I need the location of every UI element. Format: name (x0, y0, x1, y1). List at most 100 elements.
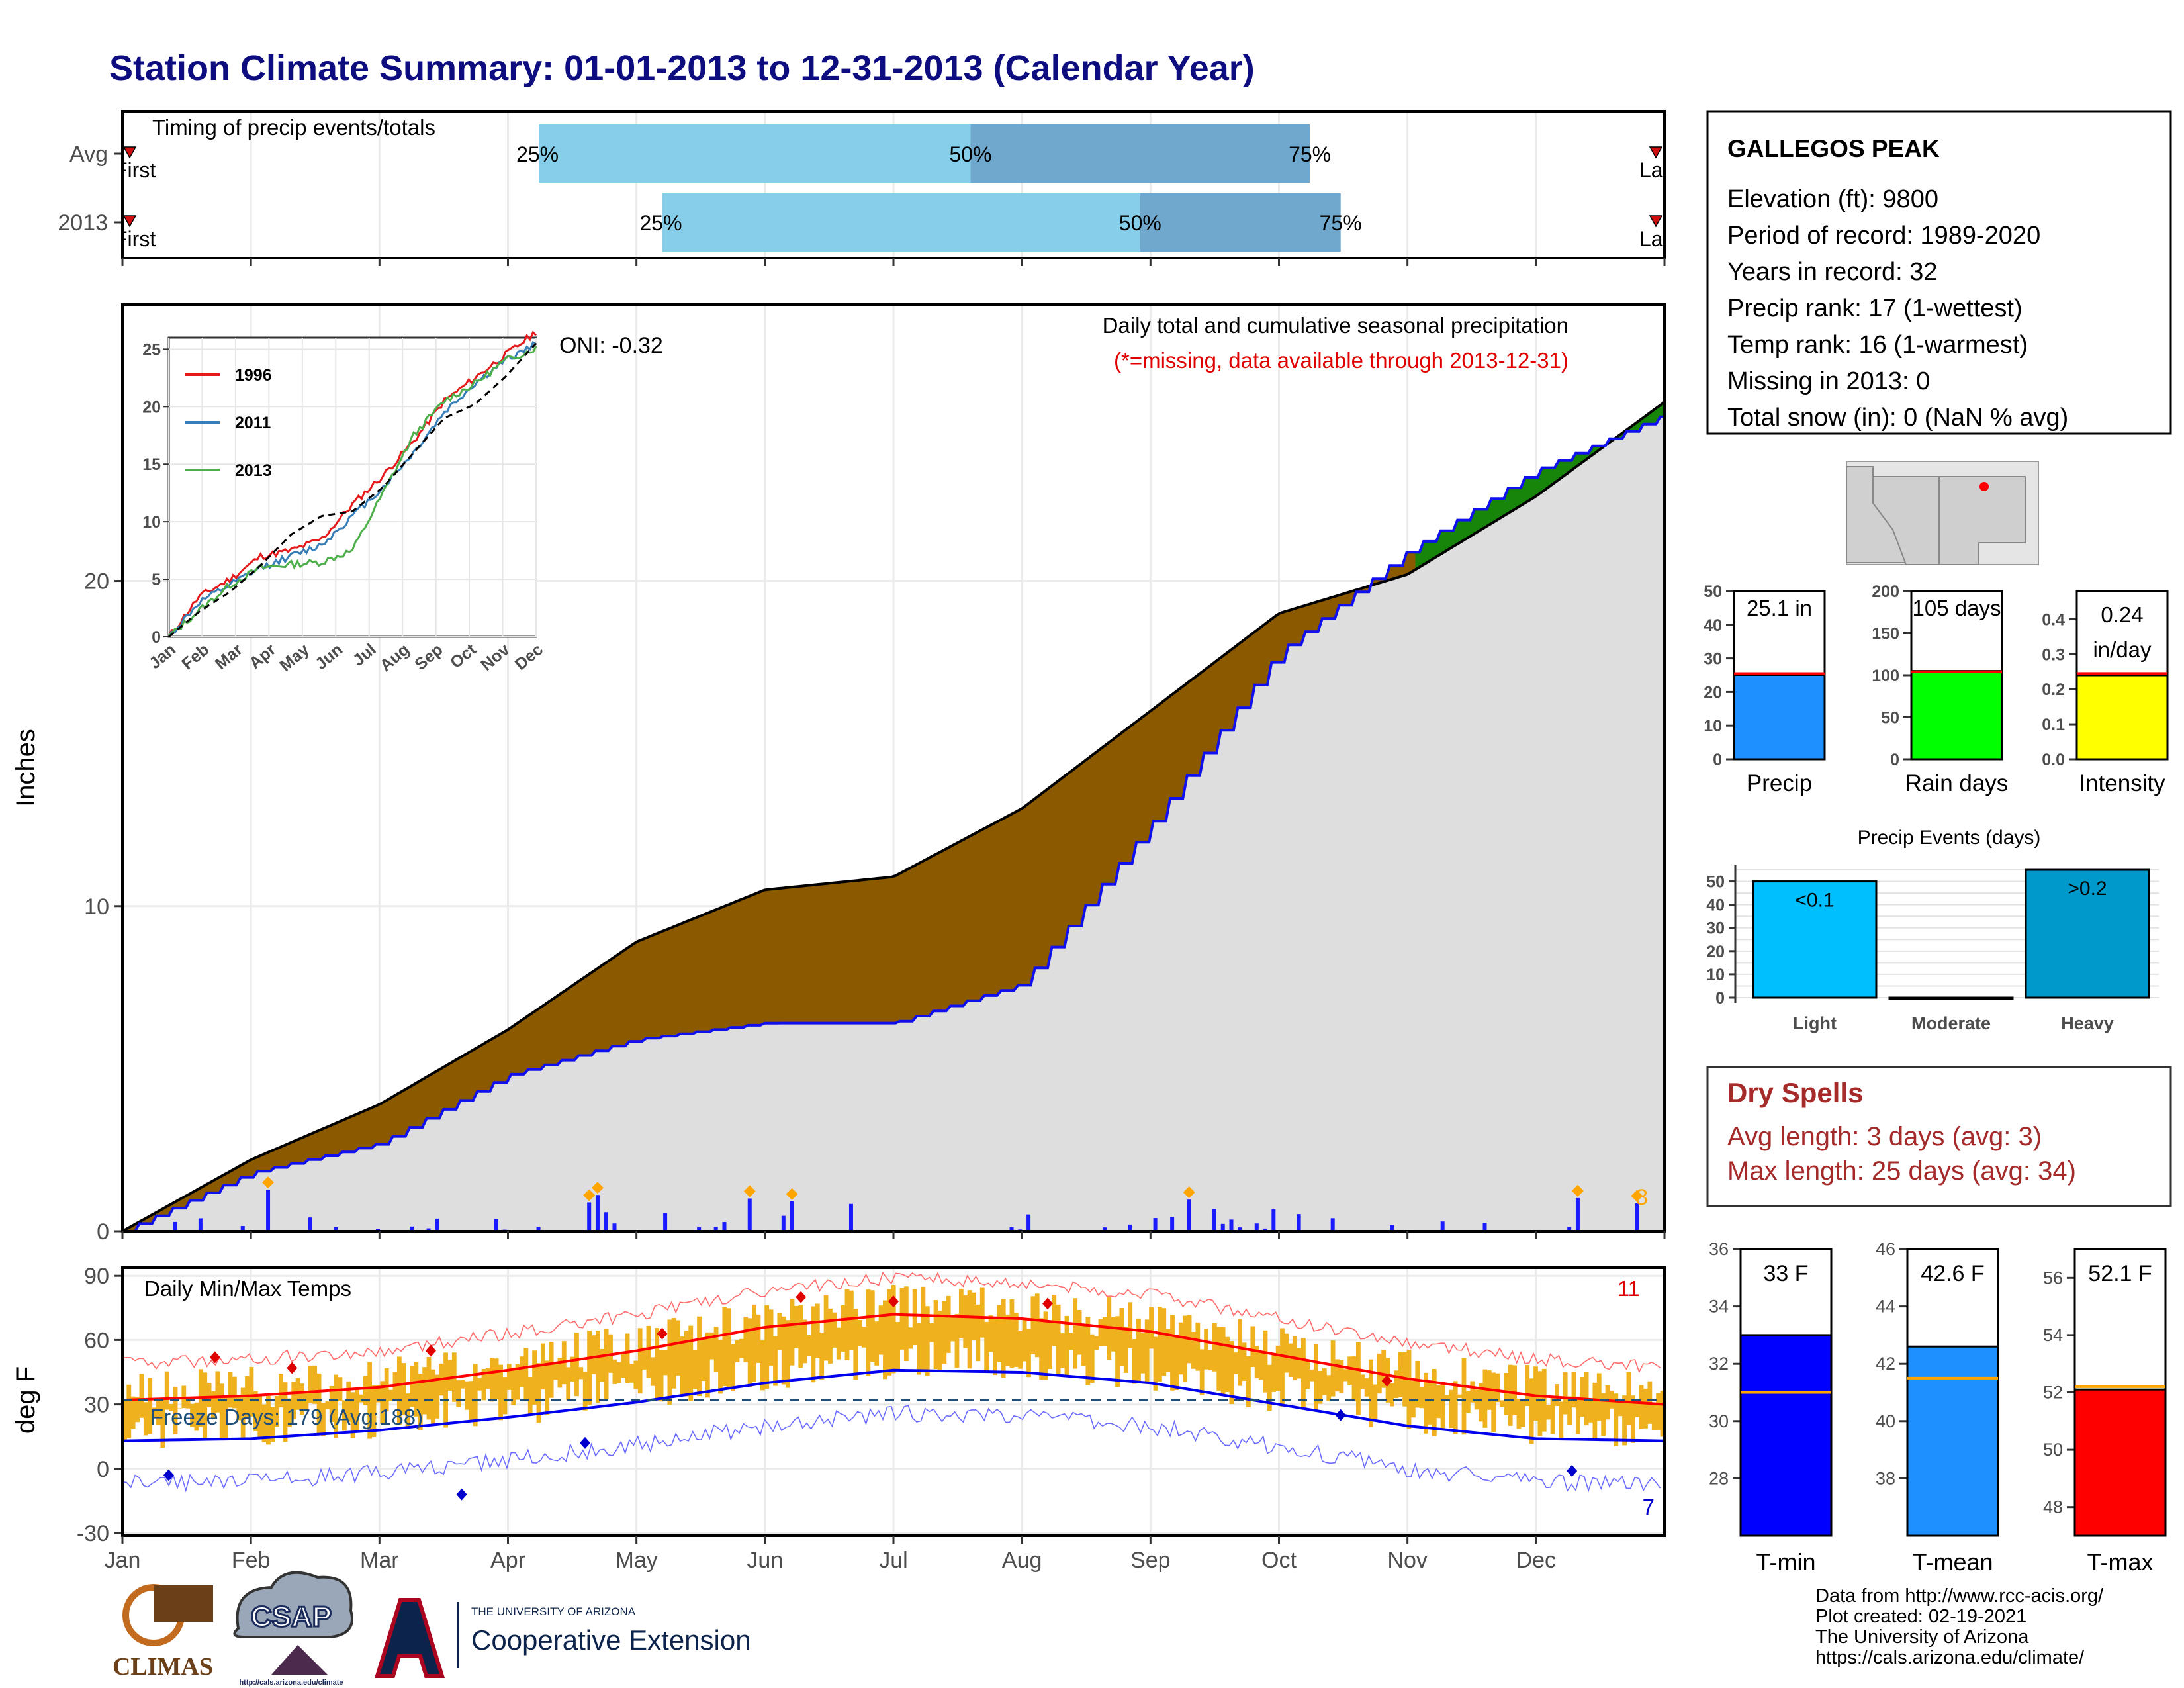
daily-temp-bar (498, 1364, 503, 1421)
daily-temp-bar (574, 1333, 579, 1397)
gauge-tick-label: 52 (2043, 1383, 2063, 1403)
daily-temp-bar (164, 1371, 169, 1410)
gauge-label: T-min (1756, 1548, 1816, 1575)
daily-temp-bar (1326, 1375, 1332, 1401)
daily-temp-bar (591, 1335, 596, 1374)
daily-temp-bar (1322, 1368, 1327, 1395)
avg-cumulative-line (122, 400, 1666, 1233)
daily-temp-bar (1660, 1391, 1665, 1437)
daily-temp-bar (1330, 1340, 1336, 1397)
daily-temp-bar (1157, 1307, 1162, 1382)
ua-bottom-text: Cooperative Extension (471, 1624, 751, 1656)
heavy-day-marker (262, 1176, 275, 1189)
daily-temp-bar (211, 1391, 216, 1419)
csap-logo-icon (233, 1571, 353, 1638)
daily-temp-bar (705, 1332, 710, 1398)
daily-temp-bar (659, 1349, 664, 1402)
daily-temp-bar (1009, 1299, 1015, 1368)
daily-temp-bar (1537, 1371, 1543, 1436)
daily-temp-bar (279, 1374, 283, 1408)
record-high-line (122, 1271, 1661, 1374)
daily-temp-bar (1398, 1352, 1403, 1398)
daily-temp-bar (283, 1382, 288, 1442)
timing-p50-label: 50% (949, 142, 991, 166)
daily-temp-bar (802, 1319, 807, 1364)
daily-temp-bar (1424, 1372, 1428, 1434)
gauge-tick-label: 40 (1704, 616, 1722, 635)
gauge-tick-label: 50 (2043, 1440, 2063, 1460)
daily-temp-bar (857, 1319, 862, 1346)
daily-temp-bar (781, 1316, 786, 1385)
daily-temp-bar (853, 1308, 858, 1380)
daily-temp-bar (1238, 1319, 1243, 1386)
daily-temp-bar (1199, 1349, 1205, 1395)
daily-temp-bar (359, 1394, 364, 1403)
daily-temp-bar (735, 1340, 740, 1362)
inset-series-2011 (167, 340, 537, 636)
daily-temp-bar (1102, 1317, 1107, 1346)
daily-temp-bar (506, 1364, 512, 1390)
daily-temp-bar (862, 1327, 866, 1348)
daily-temp-bar (967, 1290, 972, 1369)
daily-temp-bar (253, 1391, 258, 1431)
daily-precip-bar (494, 1219, 498, 1231)
daily-temp-bar (287, 1398, 292, 1427)
first-label: First (114, 158, 156, 182)
climas-logo-shape (154, 1585, 213, 1622)
daily-precip-bar (1238, 1227, 1242, 1231)
record-low-marker (1567, 1465, 1578, 1477)
map-region-new-mexico (1938, 476, 2026, 565)
daily-temp-bar (426, 1356, 432, 1420)
daily-temp-bar (1516, 1398, 1522, 1429)
daily-temp-bar (418, 1373, 423, 1430)
heavy-day-marker (591, 1182, 604, 1194)
record-high-marker (287, 1362, 298, 1374)
daily-precip-bar (426, 1228, 431, 1231)
daily-temp-bar (988, 1315, 993, 1352)
inset-series-2013 (168, 346, 537, 636)
last-label: Last (1639, 227, 1680, 251)
month-label: Jan (105, 1548, 141, 1573)
daily-temp-bar (194, 1402, 199, 1431)
timing-panel-label: Timing of precip events/totals (152, 115, 435, 140)
daily-temp-bar (718, 1340, 723, 1394)
gauge-tick-label: 28 (1709, 1468, 1729, 1488)
station-info-line: Elevation (ft): 9800 (1727, 185, 1938, 213)
credit-line: Data from http://www.rcc-acis.org/ (1815, 1585, 2104, 1607)
daily-temp-bar (1373, 1384, 1378, 1419)
daily-precip-bar (587, 1202, 592, 1231)
daily-precip-bar (713, 1227, 718, 1231)
daily-temp-bar (798, 1305, 803, 1368)
month-label: Oct (1261, 1548, 1297, 1573)
gauge-tick-label: 50 (1704, 583, 1722, 601)
credit-line: https://cals.arizona.edu/climate/ (1815, 1647, 2085, 1668)
daily-temp-bar (334, 1374, 338, 1438)
daily-temp-bar (236, 1397, 242, 1421)
daily-temp-bar (979, 1287, 985, 1338)
daily-precip-bar (722, 1222, 727, 1231)
daily-precip-bar (334, 1227, 338, 1231)
month-label: Jun (747, 1548, 783, 1573)
timing-bar-late (1140, 193, 1341, 252)
gauge-intensity-bar (2075, 674, 2169, 761)
daily-precip-bar (848, 1203, 853, 1231)
csap-mountain-icon (271, 1645, 328, 1675)
daily-temp-bar (219, 1383, 224, 1438)
daily-temp-bar (1546, 1405, 1551, 1420)
inset-y-tick-label: 5 (152, 571, 161, 589)
daily-temp-bar (1360, 1374, 1365, 1389)
daily-temp-bar (866, 1289, 871, 1376)
daily-temp-bar (811, 1306, 816, 1383)
daily-temp-bar (963, 1295, 968, 1348)
daily-temp-bar (549, 1342, 554, 1398)
daily-temp-bar (1622, 1395, 1627, 1446)
temp-y-tick-label: -30 (77, 1521, 109, 1546)
gauge-tick-label: 0 (1713, 751, 1722, 769)
timing-p25-label: 25% (516, 142, 559, 166)
daily-temp-bar (1428, 1380, 1433, 1425)
temp-chart-label: Daily Min/Max Temps (144, 1276, 351, 1301)
daily-temp-bar (701, 1337, 706, 1382)
gauge-tick-label: 36 (1709, 1239, 1729, 1259)
gauge-tick-label: 150 (1872, 625, 1899, 643)
temp-ylabel: deg F (11, 1366, 40, 1434)
